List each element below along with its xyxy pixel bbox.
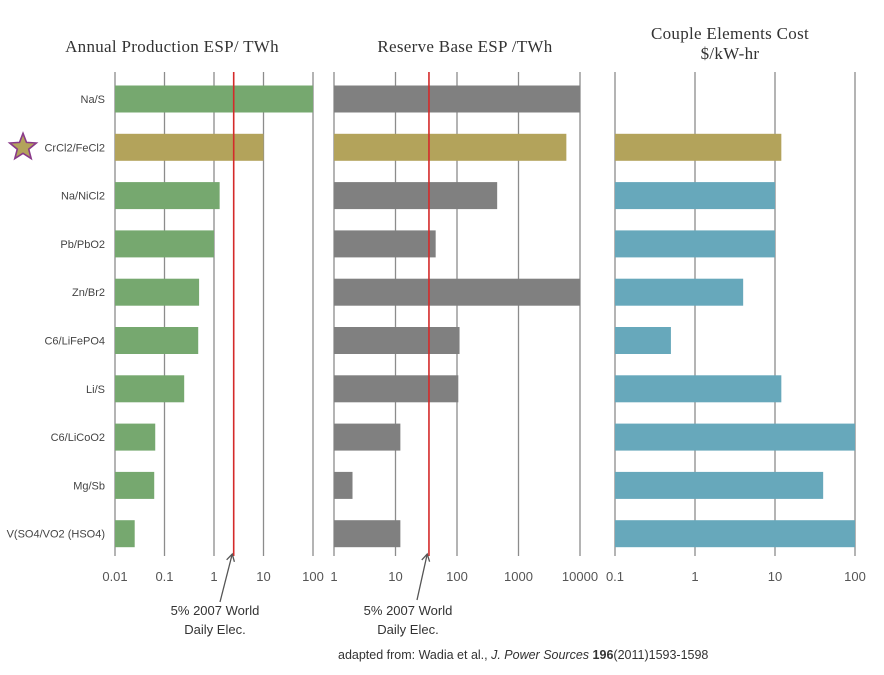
bar-na-s <box>334 85 580 113</box>
bar-zn-br2 <box>115 278 200 306</box>
tick-label: 1 <box>691 569 698 584</box>
bar-crcl2-fecl2 <box>115 133 264 161</box>
bar-v-so4-vo2-hso4- <box>615 520 855 548</box>
bar-mg-sb <box>334 471 353 499</box>
citation-volume: 196 <box>592 648 614 662</box>
category-label: Li/S <box>86 384 105 396</box>
category-label: Zn/Br2 <box>72 287 105 299</box>
tick-label: 1000 <box>504 569 533 584</box>
reference-arrow <box>416 552 431 601</box>
tick-label: 10 <box>256 569 270 584</box>
reference-arrow <box>219 552 236 603</box>
bar-zn-br2 <box>615 278 744 306</box>
bar-mg-sb <box>115 471 155 499</box>
category-label: CrCl2/FeCl2 <box>44 142 105 154</box>
citation-prefix: adapted from: Wadia et al., <box>338 648 492 662</box>
bar-zn-br2 <box>334 278 580 306</box>
citation-pages: (2011)1593-1598 <box>613 648 709 662</box>
bar-li-s <box>115 375 185 403</box>
category-label: Pb/PbO2 <box>60 239 105 251</box>
tick-label: 10 <box>768 569 782 584</box>
reference-label: Daily Elec. <box>377 622 438 637</box>
tick-label: 100 <box>302 569 324 584</box>
panel-title: Reserve Base ESP /TWh <box>377 37 552 56</box>
category-label: Na/NiCl2 <box>61 191 105 203</box>
tick-label: 0.1 <box>606 569 624 584</box>
tick-label: 100 <box>446 569 468 584</box>
panel-title: Annual Production ESP/ TWh <box>65 37 279 56</box>
bar-crcl2-fecl2 <box>334 133 567 161</box>
category-label: C6/LiCoO2 <box>51 432 105 444</box>
bar-c6-licoo2 <box>334 423 401 451</box>
tick-label: 1 <box>210 569 217 584</box>
bar-pb-pbo2 <box>115 230 214 258</box>
chart-panels: 5% 2007 World Daily Elec. 0.01 0.1 1 10 100 Ann… <box>65 24 866 637</box>
panel-title: Couple Elements Cost <box>651 24 809 43</box>
bar-c6-lifepo4 <box>115 327 199 354</box>
reference-label: 5% 2007 World <box>171 603 260 618</box>
bar-c6-lifepo4 <box>615 327 671 354</box>
bar-pb-pbo2 <box>334 230 436 258</box>
bar-c6-lifepo4 <box>334 327 460 354</box>
category-label: V(SO4/VO2 (HSO4) <box>7 529 105 541</box>
tick-label: 1 <box>330 569 337 584</box>
citation: adapted from: Wadia et al., J. Power Sou… <box>338 648 708 662</box>
reference-label: Daily Elec. <box>184 622 245 637</box>
tick-label: 0.1 <box>155 569 173 584</box>
citation-journal: J. Power Sources <box>491 648 590 662</box>
bar-v-so4-vo2-hso4- <box>115 520 135 548</box>
bar-na-nicl2 <box>615 182 775 210</box>
category-label: Na/S <box>81 94 105 106</box>
panel-3: 0.1 1 10 100 Couple Elements Cost$/kW-hr <box>606 24 866 584</box>
tick-label: 100 <box>844 569 866 584</box>
bar-na-s <box>115 85 313 113</box>
tick-label: 10 <box>388 569 402 584</box>
bar-c6-licoo2 <box>115 423 156 451</box>
category-label: Mg/Sb <box>73 480 105 492</box>
bar-na-nicl2 <box>115 182 220 210</box>
bar-li-s <box>615 375 782 403</box>
panel-title: $/kW-hr <box>701 44 760 63</box>
highlight-star-icon <box>7 131 39 161</box>
bar-mg-sb <box>615 471 824 499</box>
tick-label: 10000 <box>562 569 598 584</box>
bar-pb-pbo2 <box>615 230 775 258</box>
bar-li-s <box>334 375 459 403</box>
category-label: C6/LiFePO4 <box>44 336 105 348</box>
category-labels: Na/S CrCl2/FeCl2 Na/NiCl2 Pb/PbO2 Zn/Br2 C6/L… <box>7 94 105 541</box>
bar-na-nicl2 <box>334 182 498 210</box>
bar-c6-licoo2 <box>615 423 855 451</box>
reference-label: 5% 2007 World <box>364 603 453 618</box>
bar-crcl2-fecl2 <box>615 133 782 161</box>
tick-label: 0.01 <box>102 569 127 584</box>
bar-v-so4-vo2-hso4- <box>334 520 401 548</box>
panel-1: 5% 2007 World Daily Elec. 0.01 0.1 1 10 100 Ann… <box>65 37 324 637</box>
panel-2: 5% 2007 World Daily Elec. 1 10 100 1000 10000 R… <box>330 37 598 637</box>
